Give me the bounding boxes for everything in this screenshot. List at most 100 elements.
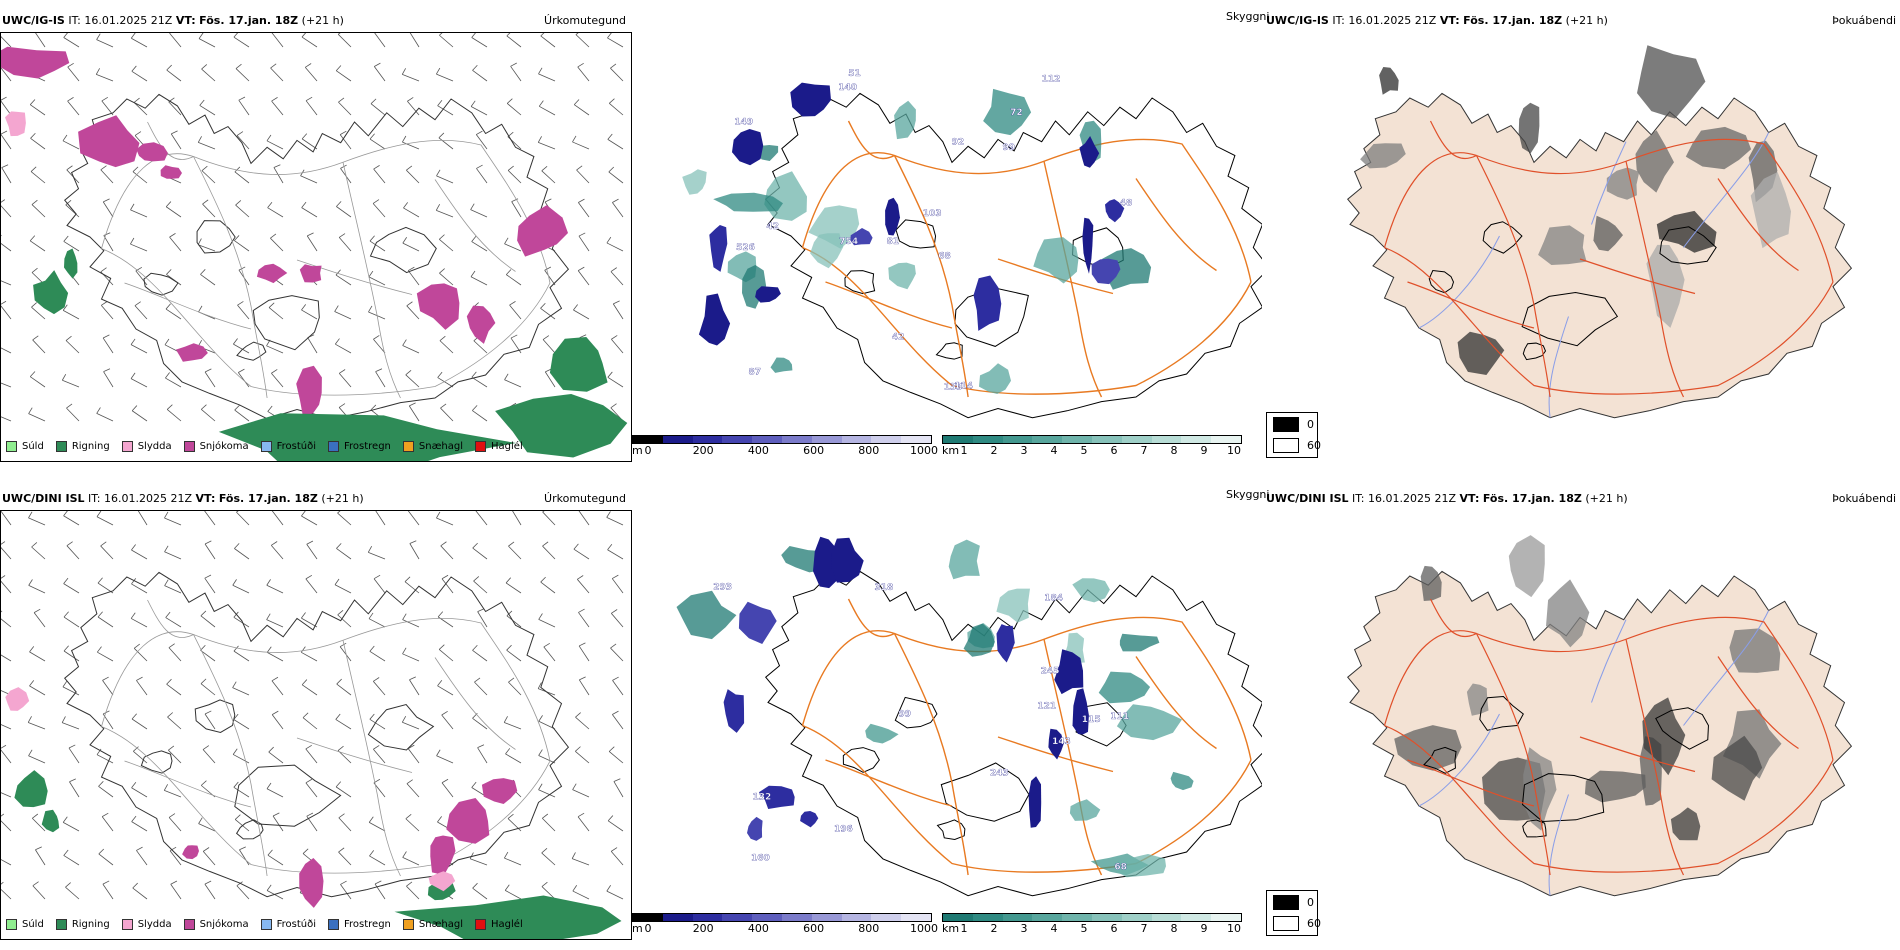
colorbar-segment [1181,436,1212,443]
sky-panel: Skyggni 51 72 48 81 68 42 149 99 526 92 103 87 140 754… [632,10,1321,472]
colorbar-tick: 1 [960,444,968,457]
visibility-colorbar: km 1 2 3 4 5 6 7 8 9 10 [942,913,1242,936]
colorbar-segment [1121,914,1152,921]
colorbar-segment [633,914,663,921]
colorbar-tick: 3 [1020,444,1028,457]
fog-legend-value: 60 [1307,917,1321,930]
precip-map[interactable] [0,32,632,462]
colorbar-segment [841,914,872,921]
legend-item: Súld [6,441,44,452]
ceiling-value-label: 754 [839,237,858,247]
legend-item: Snjókoma [183,919,249,930]
fog-legend-swatch [1273,895,1299,910]
lead-time: (+21 h) [1565,14,1608,27]
colorbar-tick: 600 [803,922,825,935]
ceiling-areas [723,536,1089,841]
model-name: UWC/DINI ISL [1266,492,1349,505]
legend-label: Snæhagl [418,919,464,930]
lead-time: (+21 h) [321,492,364,505]
legend-swatch [328,441,339,452]
colorbar-segment [1151,436,1182,443]
colorbar-segment [1032,436,1063,443]
fog-legend-value: 0 [1307,418,1314,431]
colorbar-segment [1002,914,1033,921]
colorbar-unit: m [632,444,643,457]
legend-label: Frostregn [344,919,391,930]
legend-swatch [260,441,272,452]
panel-header: UWC/IG-IS IT: 16.01.2025 21Z VT: Fös. 17… [1266,14,1608,27]
legend-swatch [402,441,414,452]
iceland-coastline [63,93,570,420]
colorbar-tick: 10 [1227,444,1241,457]
ceiling-value-label: 112 [1042,74,1061,84]
precip-type-legend: Súld Rigning Slydda Snjókoma Frostúði Frostre… [6,441,523,452]
visibility-colorbar-ticks: km 1 2 3 4 5 6 7 8 9 10 [942,444,1242,458]
ceiling-colorbar-strip [632,913,932,922]
ceiling-value-label: 133 [944,382,963,392]
precip-type-title: Úrkomutegund [544,492,626,505]
legend-label: Slydda [137,919,172,930]
valid-label: VT: [195,492,216,505]
visibility-colorbar-ticks: km 1 2 3 4 5 6 7 8 9 10 [942,922,1242,936]
legend-swatch [183,441,195,452]
legend-swatch [6,441,17,452]
road-network [101,121,551,399]
legend-label: Súld [22,919,44,930]
colorbar-tick: 400 [747,444,769,457]
ceiling-areas [698,82,1125,346]
iceland-coastline [63,571,570,898]
colorbar-tick: 1000 [910,444,938,457]
ceiling-value-label: 48 [1120,199,1133,209]
legend-label: Snjókoma [199,441,249,452]
precip-map[interactable] [0,510,632,940]
colorbar-tick: 6 [1110,922,1118,935]
precip-type-legend: Súld Rigning Slydda Snjókoma Frostúði Frostre… [6,919,523,930]
colorbar-tick: 4 [1050,444,1058,457]
legend-swatch [55,919,67,930]
fog-legend-swatch [1273,417,1299,432]
init-time: 16.01.2025 21Z [1348,14,1437,27]
colorbar-segment [1151,914,1182,921]
ceiling-value-label: 68 [938,252,951,262]
colorbar-tick: 0 [644,922,652,935]
fog-index-map[interactable] [1264,32,1894,452]
panel-header: UWC/DINI ISL IT: 16.01.2025 21Z VT: Fös.… [2,492,364,505]
legend-swatch [121,441,133,452]
legend-item: Snæhagl [402,919,464,930]
panel-header: UWC/DINI ISL IT: 16.01.2025 21Z VT: Fös.… [1266,492,1628,505]
glacier-outlines [842,696,1127,840]
visibility-areas [682,88,1152,394]
fog-index-legend: 0 60 [1266,412,1321,458]
glacier-outlines [140,699,435,840]
ceiling-value-label: 121 [1037,702,1056,712]
sky-panel: Skyggni 99 132 143 293 111 115 121 184 318 160 68 24… [632,488,1321,950]
colorbar-segment [811,436,842,443]
valid-label: VT: [1459,492,1480,505]
colorbar-tick: 9 [1200,444,1208,457]
legend-swatch [260,919,272,930]
ceiling-colorbar-strip [632,435,932,444]
colorbar-segment [692,914,723,921]
fog-index-title: Þokuábendi [1832,492,1896,505]
fog-legend-swatch [1273,438,1299,453]
sky-map[interactable]: 99 132 143 293 111 115 121 184 318 160 68 243 196 245 [632,510,1262,930]
colorbar-segment [781,436,812,443]
colorbar-segment [1032,914,1063,921]
glacier-outlines [143,220,437,361]
colorbar-tick: 200 [692,444,714,457]
visibility-colorbar-strip [942,913,1242,922]
legend-item: Frostúði [260,441,316,452]
legend-item: Slydda [121,441,172,452]
colorbar-segment [722,914,753,921]
precip-type-title: Úrkomutegund [544,14,626,27]
colorbar-segment [1091,914,1122,921]
glacier-outlines [844,219,1124,360]
init-time: 16.01.2025 21Z [104,492,193,505]
ceiling-value-label: 526 [736,243,755,253]
fog-index-map[interactable] [1264,510,1894,930]
colorbar-tick: 3 [1020,922,1028,935]
colorbar-segment [752,436,782,443]
road-network [801,598,1252,876]
ceiling-value-label: 245 [1041,667,1060,677]
